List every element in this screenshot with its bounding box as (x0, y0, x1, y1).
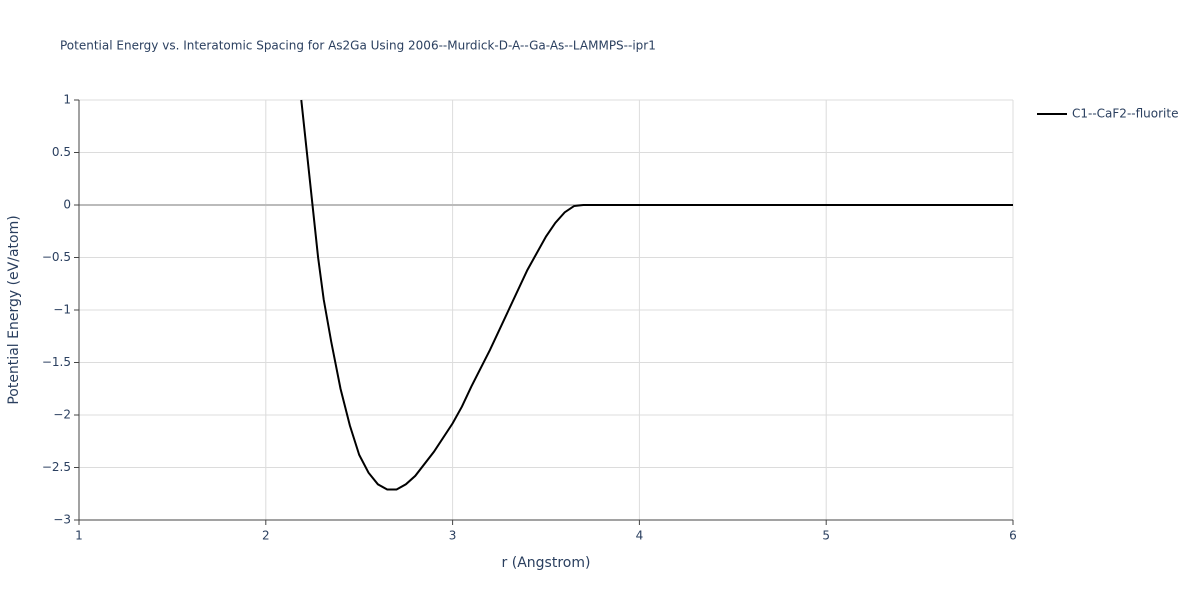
y-tick-label: −2 (53, 408, 71, 422)
y-tick-label: −2.5 (42, 460, 71, 474)
y-axis-label: Potential Energy (eV/atom) (6, 215, 22, 404)
x-axis-label: r (Angstrom) (502, 555, 591, 571)
chart-title: Potential Energy vs. Interatomic Spacing… (60, 39, 656, 53)
x-tick-label: 2 (262, 529, 270, 543)
y-tick-label: −1 (53, 303, 71, 317)
y-tick-label: −1.5 (42, 355, 71, 369)
legend-label: C1--CaF2--fluorite (1072, 107, 1178, 121)
x-tick-label: 4 (636, 529, 644, 543)
y-tick-label: −3 (53, 513, 71, 527)
x-tick-label: 1 (75, 529, 83, 543)
y-tick-label: −0.5 (42, 250, 71, 264)
x-tick-label: 5 (822, 529, 830, 543)
y-tick-label: 0 (63, 198, 71, 212)
x-tick-label: 6 (1009, 529, 1017, 543)
data-line (300, 99, 1013, 491)
y-tick-label: 0.5 (52, 145, 71, 159)
x-tick-label: 3 (449, 529, 457, 543)
y-tick-label: 1 (63, 93, 71, 107)
